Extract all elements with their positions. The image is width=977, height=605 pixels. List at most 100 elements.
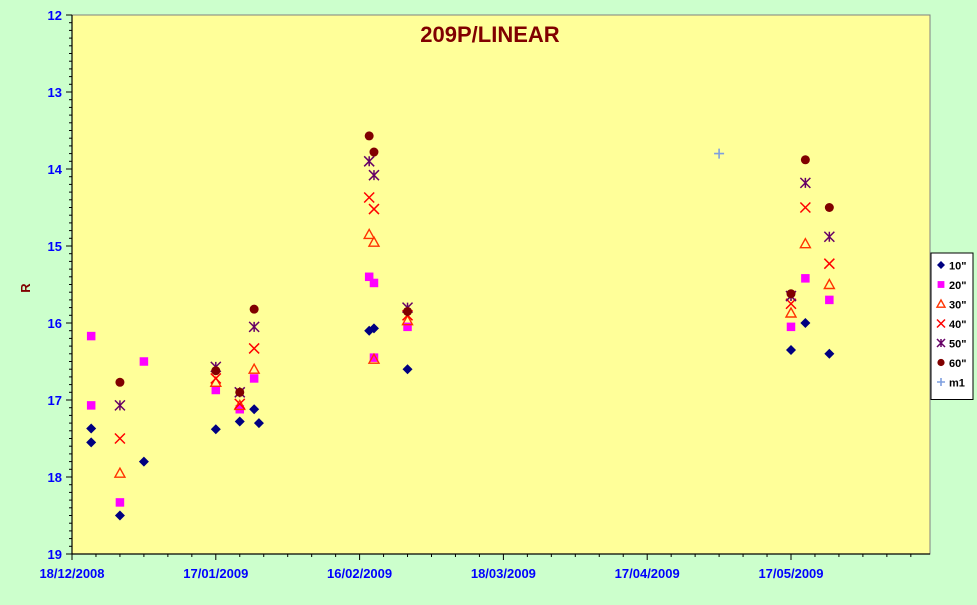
data-point bbox=[86, 423, 97, 434]
data-point bbox=[823, 231, 835, 243]
y-tick-label: 19 bbox=[48, 547, 62, 562]
data-point bbox=[823, 258, 835, 270]
data-point bbox=[115, 498, 125, 507]
data-point bbox=[823, 278, 836, 290]
data-point bbox=[138, 456, 149, 467]
data-point bbox=[363, 191, 375, 204]
series-1 bbox=[86, 318, 835, 521]
data-point bbox=[369, 147, 379, 157]
y-tick-label: 14 bbox=[48, 162, 63, 177]
legend-marker bbox=[937, 358, 945, 367]
data-point bbox=[799, 201, 811, 214]
data-point bbox=[234, 398, 246, 410]
data-point bbox=[403, 322, 412, 332]
chart-title: 209P/LINEAR bbox=[420, 22, 559, 47]
data-point bbox=[210, 372, 222, 384]
data-point bbox=[402, 364, 413, 375]
y-tick-label: 16 bbox=[48, 316, 62, 331]
x-tick-label: 16/02/2009 bbox=[327, 566, 392, 581]
series-7 bbox=[714, 148, 725, 159]
data-point bbox=[403, 306, 413, 316]
data-point bbox=[786, 322, 796, 332]
data-point bbox=[799, 237, 812, 249]
data-point bbox=[234, 416, 245, 427]
data-point bbox=[714, 148, 725, 159]
data-marks bbox=[86, 131, 836, 521]
legend: 10" 20" 30" 40" 50" 60" m1 bbox=[930, 252, 974, 400]
data-point bbox=[253, 418, 264, 429]
data-point bbox=[368, 169, 380, 181]
data-point bbox=[210, 424, 221, 435]
data-point bbox=[369, 278, 379, 288]
data-point bbox=[139, 357, 149, 366]
data-point bbox=[825, 295, 834, 305]
data-point bbox=[364, 131, 374, 141]
data-point bbox=[363, 155, 375, 167]
legend-label: 40" bbox=[949, 319, 966, 331]
data-point bbox=[249, 404, 260, 415]
data-point bbox=[367, 352, 381, 364]
x-tick-label: 17/05/2009 bbox=[758, 566, 823, 581]
y-tick-label: 17 bbox=[48, 393, 62, 408]
x-tick-label: 17/04/2009 bbox=[615, 566, 680, 581]
data-point bbox=[785, 344, 796, 355]
legend-marker bbox=[935, 298, 947, 308]
data-point bbox=[114, 399, 126, 411]
data-point bbox=[247, 362, 261, 374]
data-point bbox=[114, 510, 125, 521]
data-point bbox=[368, 323, 379, 334]
data-point bbox=[824, 203, 834, 212]
y-tick-label: 15 bbox=[48, 239, 62, 254]
legend-marker bbox=[936, 318, 946, 329]
data-point bbox=[248, 321, 260, 333]
data-point bbox=[369, 353, 379, 362]
legend-label: 50" bbox=[949, 339, 966, 351]
data-point bbox=[233, 398, 246, 411]
data-point bbox=[235, 387, 245, 397]
data-point bbox=[364, 272, 374, 282]
plot-area bbox=[71, 14, 931, 555]
data-point bbox=[784, 306, 798, 318]
data-point bbox=[86, 331, 96, 341]
data-point bbox=[86, 401, 96, 410]
y-axis-label: R bbox=[18, 283, 33, 293]
legend-label: 20" bbox=[949, 280, 966, 292]
axes: 12 13 14 15 16 17 18 19 18/12/2008 17/01/2009 16/0… bbox=[39, 8, 930, 581]
data-point bbox=[800, 318, 811, 328]
data-point bbox=[249, 304, 259, 314]
y-tick-label: 18 bbox=[48, 470, 62, 485]
legend-label: 60" bbox=[949, 358, 966, 370]
data-point bbox=[801, 274, 810, 283]
legend-marker bbox=[937, 261, 945, 269]
legend-label: m1 bbox=[949, 378, 965, 390]
data-point bbox=[368, 203, 380, 215]
legend-marker bbox=[937, 378, 945, 386]
data-point bbox=[115, 377, 125, 387]
x-tick-label: 18/03/2009 bbox=[471, 566, 536, 581]
data-point bbox=[824, 348, 835, 359]
x-tick-label: 17/01/2009 bbox=[183, 566, 248, 581]
data-point bbox=[211, 385, 221, 395]
legend-marker bbox=[936, 338, 946, 348]
legend-label: 30" bbox=[949, 300, 966, 312]
data-point bbox=[362, 228, 376, 240]
y-tick-label: 12 bbox=[48, 8, 62, 23]
legend-marker bbox=[937, 281, 945, 288]
data-point bbox=[367, 235, 381, 247]
data-point bbox=[799, 177, 811, 189]
data-point bbox=[401, 314, 414, 326]
series-6 bbox=[115, 131, 834, 397]
data-point bbox=[211, 366, 221, 376]
data-point bbox=[113, 466, 127, 478]
data-point bbox=[786, 289, 796, 299]
x-tick-label: 18/12/2008 bbox=[39, 566, 104, 581]
data-point bbox=[86, 437, 97, 448]
data-point bbox=[248, 342, 260, 354]
legend-label: 10" bbox=[949, 261, 966, 273]
y-tick-label: 13 bbox=[48, 85, 62, 100]
data-point bbox=[800, 155, 810, 165]
data-point bbox=[114, 432, 126, 445]
data-point bbox=[249, 374, 259, 383]
